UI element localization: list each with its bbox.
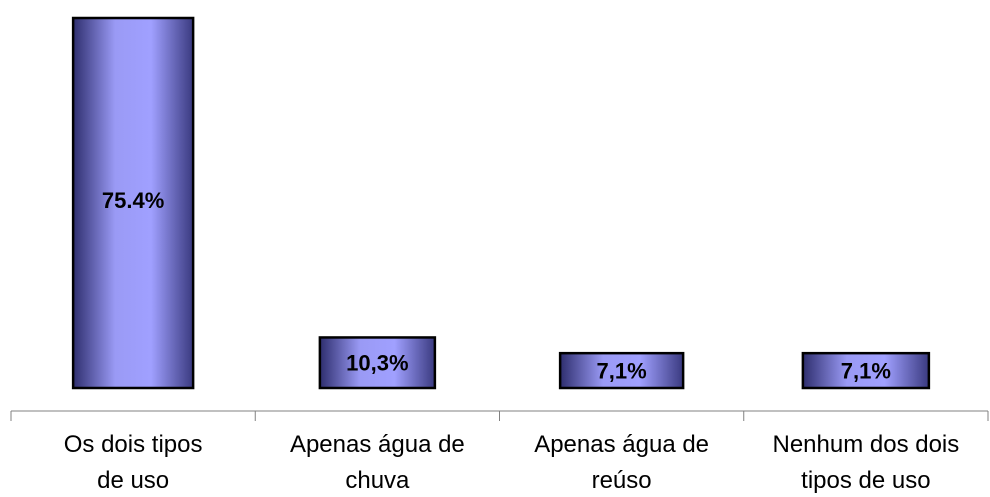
bar	[558, 351, 685, 390]
bar	[801, 351, 931, 390]
category-label: reúso	[592, 467, 652, 494]
bars: 75.4% 10,3% 7,1% 7,1%	[71, 16, 931, 390]
category-label: Os dois tipos	[64, 431, 203, 458]
category-label: chuva	[345, 467, 410, 494]
bar-value-label: 10,3%	[346, 351, 408, 376]
bar-value-label: 7,1%	[841, 359, 891, 384]
bar-group: 7,1%	[801, 351, 931, 390]
x-axis	[10, 410, 989, 421]
bar-value-label: 75.4%	[102, 188, 164, 213]
bar-group: 10,3%	[318, 336, 437, 390]
bar-group: 7,1%	[558, 351, 685, 390]
category-label: de uso	[97, 467, 169, 494]
category-label: Apenas água de	[534, 431, 709, 458]
bar	[71, 16, 195, 390]
category-label: Nenhum dos dois	[772, 431, 959, 458]
category-label: tipos de uso	[801, 467, 930, 494]
bar-group: 75.4%	[71, 16, 195, 390]
category-labels: Os dois tipos de uso Apenas água de chuva Ap…	[64, 431, 960, 494]
category-label: Apenas água de	[290, 431, 465, 458]
bar	[318, 336, 437, 390]
bar-value-label: 7,1%	[597, 359, 647, 384]
